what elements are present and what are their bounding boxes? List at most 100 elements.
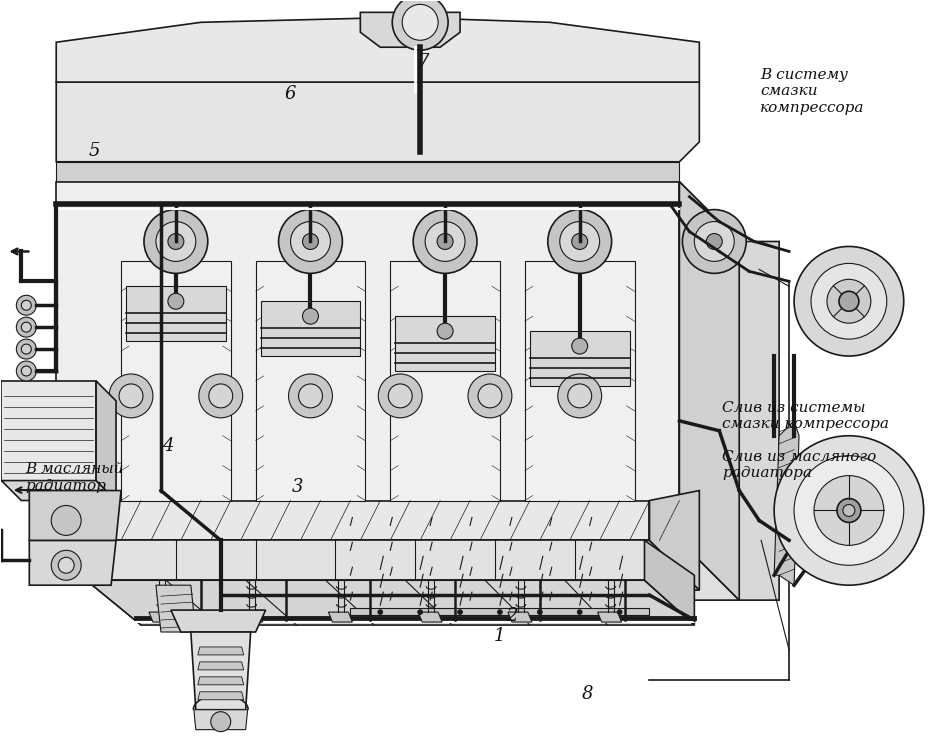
Text: Слив из системы
смазки компрессора: Слив из системы смазки компрессора: [722, 401, 889, 431]
Circle shape: [478, 384, 502, 408]
Circle shape: [16, 339, 36, 359]
Text: 2: 2: [506, 607, 517, 625]
Polygon shape: [56, 17, 699, 82]
Circle shape: [168, 293, 184, 309]
Polygon shape: [530, 331, 630, 386]
Polygon shape: [239, 612, 262, 622]
Polygon shape: [350, 608, 650, 615]
Text: 3: 3: [292, 478, 303, 496]
Circle shape: [119, 384, 143, 408]
Text: 7: 7: [417, 53, 429, 71]
Circle shape: [413, 210, 477, 273]
Circle shape: [437, 323, 453, 339]
Circle shape: [291, 222, 330, 262]
Polygon shape: [81, 540, 699, 590]
Polygon shape: [396, 316, 495, 371]
Circle shape: [425, 222, 465, 262]
Circle shape: [839, 291, 859, 311]
Polygon shape: [29, 491, 121, 540]
Text: Слив из масляного
радиатора: Слив из масляного радиатора: [722, 450, 876, 480]
Polygon shape: [191, 632, 251, 710]
Circle shape: [402, 4, 438, 40]
Polygon shape: [418, 612, 442, 622]
Polygon shape: [194, 710, 247, 730]
Polygon shape: [198, 647, 243, 655]
Polygon shape: [121, 262, 231, 500]
Circle shape: [560, 222, 600, 262]
Polygon shape: [774, 421, 799, 585]
Polygon shape: [328, 612, 353, 622]
Circle shape: [537, 610, 542, 614]
Text: 5: 5: [88, 142, 100, 159]
Polygon shape: [156, 585, 196, 632]
Circle shape: [468, 374, 512, 418]
Text: 4: 4: [162, 436, 173, 455]
Circle shape: [51, 505, 81, 536]
Polygon shape: [256, 262, 365, 500]
Polygon shape: [56, 540, 739, 600]
Polygon shape: [645, 540, 694, 625]
Polygon shape: [508, 612, 532, 622]
Polygon shape: [126, 286, 225, 341]
Circle shape: [837, 499, 861, 522]
Circle shape: [572, 338, 588, 354]
Circle shape: [417, 610, 422, 614]
Polygon shape: [198, 662, 243, 670]
Circle shape: [299, 384, 322, 408]
Polygon shape: [1, 381, 96, 481]
Circle shape: [21, 344, 31, 354]
Circle shape: [794, 247, 903, 356]
Circle shape: [288, 374, 333, 418]
Circle shape: [279, 210, 342, 273]
Polygon shape: [261, 302, 360, 356]
Polygon shape: [87, 540, 645, 580]
Circle shape: [774, 436, 923, 585]
Polygon shape: [597, 612, 622, 622]
Polygon shape: [149, 612, 173, 622]
Polygon shape: [56, 162, 679, 182]
Polygon shape: [360, 13, 460, 47]
Circle shape: [378, 610, 382, 614]
Circle shape: [497, 610, 502, 614]
Text: В масляный
радиатор: В масляный радиатор: [25, 462, 124, 493]
Circle shape: [683, 210, 747, 273]
Polygon shape: [650, 491, 699, 590]
Polygon shape: [525, 262, 634, 500]
Text: 8: 8: [582, 685, 593, 703]
Polygon shape: [171, 610, 265, 632]
Circle shape: [16, 317, 36, 337]
Polygon shape: [56, 182, 679, 540]
Text: В систему
смазки
компрессора: В систему смазки компрессора: [760, 68, 864, 115]
Circle shape: [843, 505, 855, 516]
Circle shape: [199, 374, 243, 418]
Circle shape: [16, 361, 36, 381]
Polygon shape: [29, 540, 116, 585]
Circle shape: [302, 233, 319, 250]
Circle shape: [568, 384, 592, 408]
Polygon shape: [198, 677, 243, 685]
Polygon shape: [1, 481, 116, 500]
Circle shape: [811, 263, 886, 339]
Circle shape: [16, 295, 36, 315]
Circle shape: [21, 322, 31, 332]
Circle shape: [58, 557, 74, 574]
Circle shape: [144, 210, 207, 273]
Polygon shape: [56, 82, 699, 162]
Circle shape: [707, 233, 722, 250]
Circle shape: [617, 610, 622, 614]
Polygon shape: [679, 182, 739, 600]
Circle shape: [548, 210, 611, 273]
Polygon shape: [390, 262, 500, 500]
Circle shape: [51, 551, 81, 580]
Circle shape: [392, 0, 448, 50]
Polygon shape: [198, 692, 243, 700]
Polygon shape: [81, 500, 650, 540]
Text: 6: 6: [285, 84, 297, 103]
Circle shape: [21, 300, 31, 310]
Circle shape: [109, 374, 153, 418]
Circle shape: [827, 279, 871, 323]
Circle shape: [557, 374, 602, 418]
Circle shape: [437, 233, 453, 250]
Circle shape: [21, 366, 31, 376]
Text: 1: 1: [494, 628, 505, 645]
